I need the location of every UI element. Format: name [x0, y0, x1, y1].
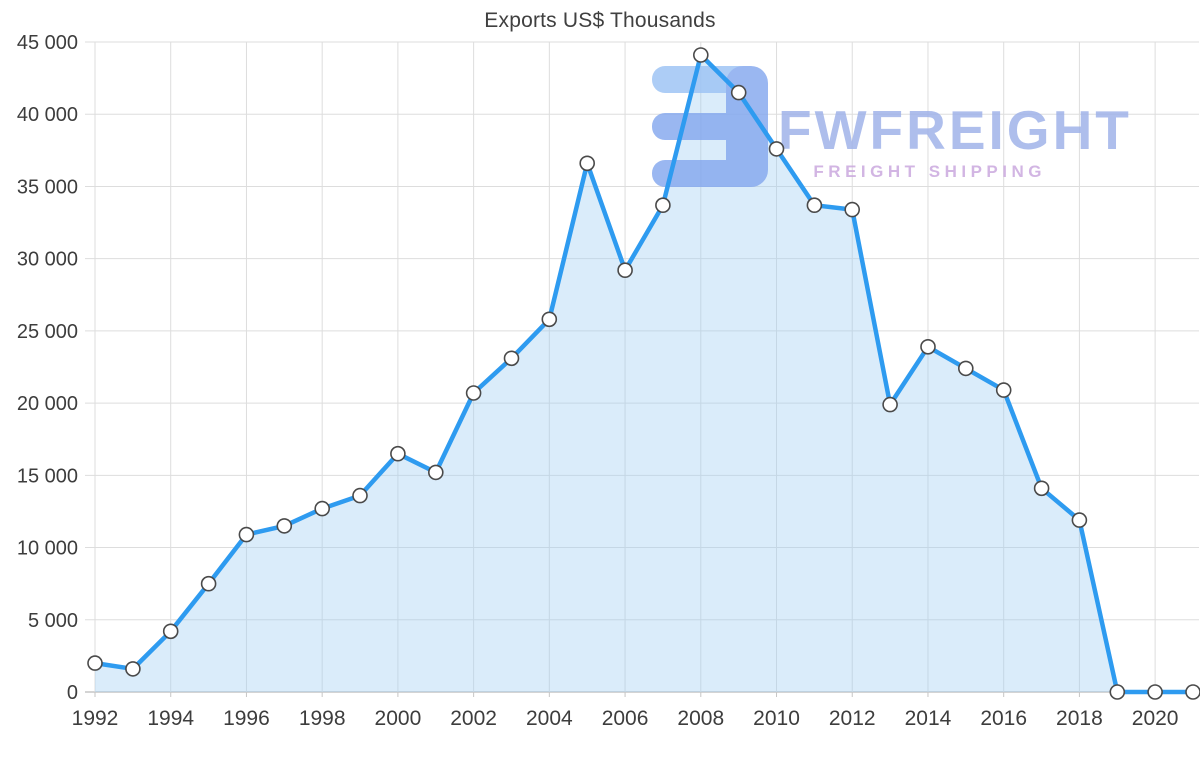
data-point-marker[interactable] [844, 201, 861, 218]
data-point-marker[interactable] [1147, 684, 1163, 700]
area-fill-layer [95, 55, 1193, 692]
x-tick-label: 2010 [753, 707, 800, 730]
y-tick-label: 35 000 [17, 176, 78, 198]
data-point-marker[interactable] [692, 47, 709, 63]
x-tick-label: 2002 [450, 707, 497, 730]
data-point-marker[interactable] [655, 197, 671, 213]
x-tick-label: 2012 [829, 707, 876, 730]
data-point-marker[interactable] [503, 350, 520, 367]
y-tick-label: 20 000 [17, 393, 78, 415]
data-point-marker[interactable] [730, 84, 747, 101]
data-point-marker[interactable] [1071, 512, 1088, 528]
data-point-marker[interactable] [352, 487, 368, 504]
x-tick-label: 2008 [677, 707, 724, 730]
data-point-marker[interactable] [882, 396, 898, 413]
y-tick-label: 0 [67, 682, 78, 704]
gridlines-layer [85, 41, 1199, 697]
data-point-marker[interactable] [1033, 480, 1050, 497]
data-point-marker[interactable] [314, 500, 331, 517]
y-tick-label: 45 000 [17, 32, 78, 54]
x-tick-label: 1994 [147, 707, 194, 730]
data-point-marker[interactable] [806, 197, 823, 213]
data-point-marker[interactable] [390, 445, 406, 462]
data-point-marker[interactable] [200, 575, 217, 592]
data-point-marker[interactable] [920, 338, 936, 355]
axis-labels-layer: 0 5 000 10 000 15 000 20 000 25 000 30 000 35 0… [17, 32, 1179, 730]
x-tick-label: 2000 [375, 707, 422, 730]
x-tick-label: 1996 [223, 707, 270, 730]
data-point-marker[interactable] [541, 311, 558, 328]
data-point-marker[interactable] [465, 385, 482, 401]
data-point-marker[interactable] [427, 464, 444, 481]
y-tick-label: 10 000 [17, 538, 78, 560]
x-tick-label: 2018 [1056, 707, 1103, 730]
data-point-marker[interactable] [125, 661, 141, 677]
x-tick-label: 1998 [299, 707, 346, 730]
x-tick-label: 2016 [980, 707, 1027, 730]
y-tick-label: 5 000 [28, 610, 78, 632]
watermark-brand-text: FWFREIGHT [778, 99, 1132, 161]
watermark: FWFREIGHT FREIGHT SHIPPING [652, 66, 1132, 187]
data-point-marker[interactable] [957, 360, 974, 377]
data-point-marker[interactable] [1185, 684, 1200, 700]
data-point-marker[interactable] [238, 526, 255, 543]
y-tick-label: 30 000 [17, 249, 78, 271]
y-tick-label: 40 000 [17, 104, 78, 126]
data-point-marker[interactable] [162, 623, 179, 640]
x-tick-label: 2014 [905, 707, 952, 730]
data-point-marker[interactable] [768, 141, 785, 157]
area-fill [95, 55, 1193, 692]
y-tick-label: 25 000 [17, 321, 78, 343]
y-tick-label: 15 000 [17, 465, 78, 487]
x-tick-label: 1992 [72, 707, 119, 730]
data-point-marker[interactable] [995, 382, 1012, 398]
data-point-marker[interactable] [87, 655, 103, 671]
x-tick-label: 2004 [526, 707, 573, 730]
data-points-layer [87, 47, 1200, 700]
x-tick-label: 2020 [1132, 707, 1179, 730]
data-point-marker[interactable] [617, 262, 633, 279]
data-point-marker[interactable] [579, 155, 596, 172]
data-point-marker[interactable] [1109, 684, 1126, 700]
watermark-tagline-text: FREIGHT SHIPPING [813, 162, 1046, 181]
chart-title: Exports US$ Thousands [484, 9, 716, 32]
x-tick-label: 2006 [602, 707, 649, 730]
data-point-marker[interactable] [276, 518, 293, 534]
